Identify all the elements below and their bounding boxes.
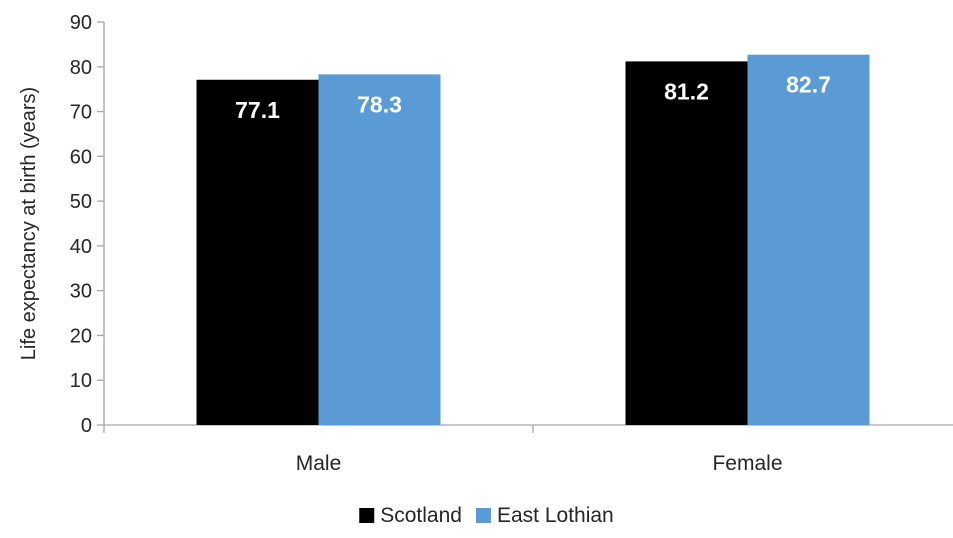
bar-scotland-male [196,79,319,425]
x-category-label: Male [296,452,342,475]
data-label: 81.2 [664,78,709,104]
data-labels: 77.1 78.3 81.2 82.7 [235,72,831,123]
y-tick-label: 80 [70,57,92,79]
y-tick-label: 0 [81,415,92,437]
x-category-label: Female [712,452,782,475]
data-label: 82.7 [786,72,831,98]
y-tick-label: 30 [70,281,92,303]
y-tick-label: 50 [70,191,92,213]
y-tick-label: 10 [70,370,92,392]
y-tick-label: 60 [70,146,92,168]
legend: Scotland East Lothian [359,504,614,527]
y-tick-label: 20 [70,325,92,347]
bar-east-lothian-male [318,74,441,425]
bar-east-lothian-female [747,54,870,426]
bar-scotland-female [625,61,748,425]
y-axis-title: Life expectancy at birth (years) [18,87,40,360]
data-label: 78.3 [357,91,402,117]
y-axis: 0 10 20 30 40 50 60 70 80 90 [70,12,105,437]
y-tick-label: 40 [70,236,92,258]
x-axis: Male Female [103,424,953,475]
data-label: 77.1 [235,97,280,123]
legend-label: East Lothian [497,504,614,527]
legend-label: Scotland [380,504,462,527]
legend-swatch [359,508,375,523]
bars [196,54,870,426]
y-tick-label: 90 [70,12,92,34]
legend-swatch [475,508,491,523]
y-tick-label: 70 [70,102,92,124]
